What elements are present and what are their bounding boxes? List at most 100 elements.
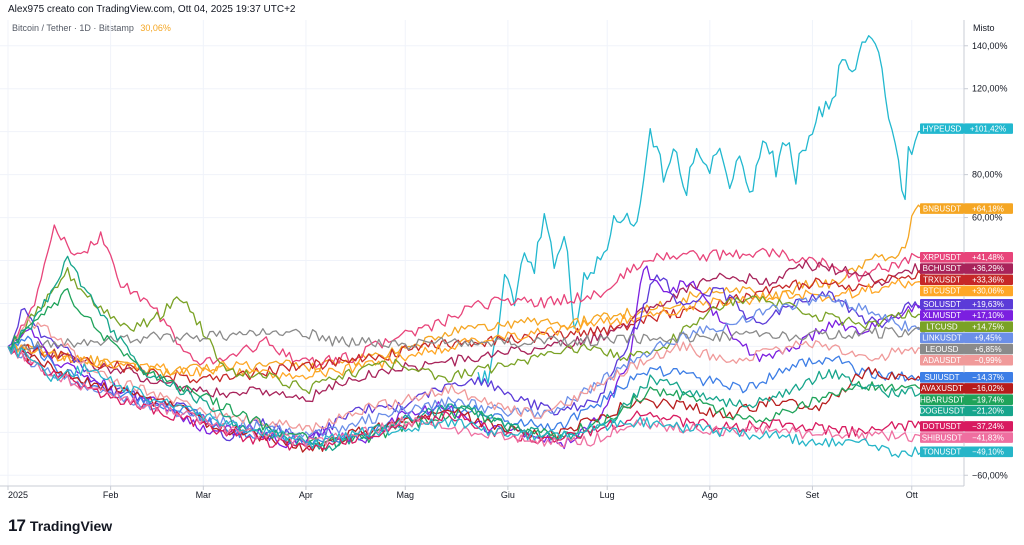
y-tick-label: 120,00% bbox=[972, 84, 1008, 94]
series-name: DOTUSDT bbox=[923, 422, 962, 431]
series-value: +64,18% bbox=[972, 204, 1004, 213]
series-value-box bbox=[964, 263, 1013, 274]
x-tick-label: Mar bbox=[196, 490, 212, 500]
series-badge-box bbox=[920, 354, 964, 366]
series-name: HBARUSDT bbox=[920, 395, 964, 404]
series-line-adausdt bbox=[7, 317, 925, 433]
series-value: +14,75% bbox=[972, 322, 1004, 331]
series-value-box bbox=[964, 285, 1013, 297]
x-tick-label: Apr bbox=[299, 490, 313, 500]
series-badge-box bbox=[920, 298, 964, 310]
scale-mode-label[interactable]: Misto bbox=[973, 23, 995, 33]
series-line-hypeusd bbox=[477, 35, 926, 386]
series-value: −49,10% bbox=[972, 448, 1004, 457]
series-value-box bbox=[964, 332, 1013, 344]
series-badge-bnbusdt: BNBUSDT +64,18% bbox=[920, 203, 1013, 214]
series-badge-box bbox=[920, 371, 964, 383]
series-badge-box bbox=[920, 405, 964, 417]
series-name: AVAXUSDT bbox=[921, 384, 963, 393]
series-line-dogeusdt bbox=[7, 255, 925, 452]
series-badge-trxusdt: TRXUSDT +33,36% bbox=[920, 274, 1013, 286]
series-value: −41,83% bbox=[972, 433, 1004, 442]
series-value-box bbox=[964, 432, 1013, 443]
y-tick-label: −60,00% bbox=[972, 470, 1008, 480]
series-value: −19,74% bbox=[972, 395, 1004, 404]
series-badge-box bbox=[920, 285, 964, 297]
series-badge-btcusdt: BTCUSDT +30,06% bbox=[920, 285, 1013, 297]
series-badge-box bbox=[920, 383, 964, 394]
series-labels: HYPEUSD +101,42% BNBUSDT +64,18% XRPUSDT +41,… bbox=[919, 123, 1013, 458]
series-value: +19,63% bbox=[972, 300, 1004, 309]
series-value-box bbox=[964, 203, 1013, 214]
series-value: −16,02% bbox=[972, 384, 1004, 393]
series-value-box bbox=[964, 123, 1013, 134]
series-badge-xlmusdt: XLMUSDT +17,10% bbox=[920, 310, 1013, 321]
author-caption: Alex975 creato con TradingView.com, Ott … bbox=[8, 4, 296, 15]
series-badge-box bbox=[920, 252, 964, 263]
price-axis: 140,00% 120,00% 80,00% 60,00% −60,00% bbox=[964, 41, 1008, 480]
series-badge-tonusdt: TONUSDT −49,10% bbox=[920, 446, 1013, 458]
series-badge-linkusdt: LINKUSDT +9,45% bbox=[920, 332, 1013, 344]
series-name: SHIBUSDT bbox=[922, 433, 963, 442]
series-badge-box bbox=[920, 421, 964, 432]
series-badge-box bbox=[920, 263, 964, 274]
series-badge-avaxusdt: AVAXUSDT −16,02% bbox=[920, 383, 1013, 394]
series-value-box bbox=[964, 394, 1013, 405]
x-tick-label: Ago bbox=[702, 490, 718, 500]
series-badge-ltcusd: LTCUSD +14,75% bbox=[920, 321, 1013, 332]
series-badge-suiusdt: SUIUSDT −14,37% bbox=[920, 371, 1013, 383]
series-badge-hbarusdt: HBARUSDT −19,74% bbox=[920, 394, 1013, 405]
series-name: XRPUSDT bbox=[923, 253, 961, 262]
series-name: SOLUSDT bbox=[923, 300, 961, 309]
series-value: −21,20% bbox=[972, 407, 1004, 416]
series-value: −0,99% bbox=[974, 356, 1001, 365]
x-tick-label: Lug bbox=[600, 490, 615, 500]
series-value: +30,06% bbox=[972, 287, 1004, 296]
series-badge-box bbox=[920, 274, 964, 286]
x-tick-label: Mag bbox=[396, 490, 414, 500]
series-badge-box bbox=[920, 446, 964, 458]
series-line-linkusdt bbox=[7, 294, 925, 438]
x-tick-label: Giu bbox=[501, 490, 515, 500]
series-value-box bbox=[964, 321, 1013, 332]
series-badge-bchusdt: BCHUSDT +36,29% bbox=[920, 263, 1013, 274]
x-tick-label: 2025 bbox=[8, 490, 28, 500]
series-name: BTCUSDT bbox=[923, 287, 961, 296]
tradingview-wordmark: TradingView bbox=[29, 518, 113, 534]
series-badge-box bbox=[920, 343, 964, 355]
series-line-tonusdt bbox=[7, 344, 925, 458]
x-tick-label: Set bbox=[806, 490, 820, 500]
series-value-box bbox=[964, 298, 1013, 310]
series-name: BNBUSDT bbox=[923, 204, 961, 213]
series-name: BCHUSDT bbox=[923, 264, 962, 273]
series-badge-leousd: LEOUSD +6,85% bbox=[920, 343, 1013, 355]
series-name: TONUSDT bbox=[923, 448, 962, 457]
x-tick-label: Ott bbox=[906, 490, 919, 500]
symbol-name: Bitcoin / Tether · 1D · Bitstamp bbox=[12, 23, 134, 33]
series-value-box bbox=[964, 343, 1013, 355]
series-badge-hypeusd: HYPEUSD +101,42% bbox=[920, 123, 1013, 134]
series-line-btcusdt bbox=[7, 278, 925, 380]
series-value: −37,24% bbox=[972, 422, 1004, 431]
series-name: SUIUSDT bbox=[924, 373, 959, 382]
series-badge-box bbox=[920, 123, 964, 134]
series-badge-box bbox=[920, 310, 964, 321]
series-badge-dogeusdt: DOGEUSDT −21,20% bbox=[919, 405, 1013, 417]
y-tick-label: 60,00% bbox=[972, 213, 1003, 223]
series-value-box bbox=[964, 405, 1013, 417]
series-name: XLMUSDT bbox=[923, 311, 961, 320]
series-value-box bbox=[964, 446, 1013, 458]
series-value-box bbox=[964, 421, 1013, 432]
series-badge-box bbox=[920, 332, 964, 344]
series-value: +9,45% bbox=[974, 334, 1001, 343]
tradingview-logo: 17 TradingView bbox=[8, 516, 112, 536]
series-value-box bbox=[964, 383, 1013, 394]
series-name: ADAUSDT bbox=[923, 356, 961, 365]
series-badge-xrpusdt: XRPUSDT +41,48% bbox=[920, 252, 1013, 263]
series-value-box bbox=[964, 310, 1013, 321]
series-badge-shibusdt: SHIBUSDT −41,83% bbox=[920, 432, 1013, 443]
series-value: +36,29% bbox=[972, 264, 1004, 273]
series-badge-box bbox=[920, 203, 964, 214]
series-badge-box bbox=[920, 432, 964, 443]
